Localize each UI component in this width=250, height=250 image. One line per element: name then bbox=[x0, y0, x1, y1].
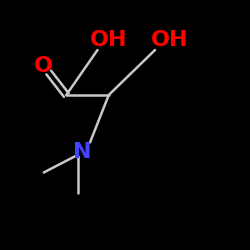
Text: O: O bbox=[34, 56, 53, 76]
Text: OH: OH bbox=[90, 30, 128, 50]
Text: OH: OH bbox=[151, 30, 189, 50]
Text: N: N bbox=[73, 142, 92, 163]
